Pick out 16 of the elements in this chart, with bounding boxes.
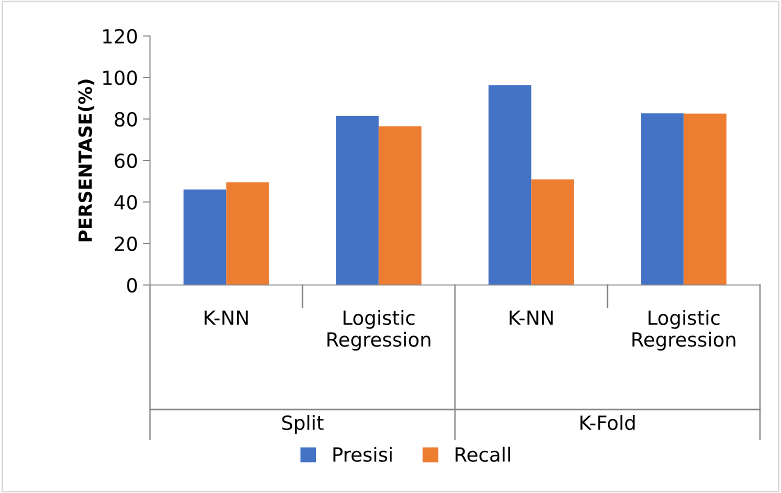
y-tick-label: 40: [114, 194, 137, 210]
y-tick-label: 80: [114, 112, 137, 127]
x-tick-label: Logistic Regression: [327, 310, 430, 351]
legend-label: Presisi: [333, 446, 392, 462]
legend-label: Recall: [456, 446, 510, 462]
text: Split: [282, 415, 324, 434]
y-tick-label: 120: [103, 28, 137, 44]
x-tick-label: K-NN: [510, 310, 553, 325]
y-tick-label: 60: [114, 153, 137, 168]
text: K-Fold: [580, 415, 635, 430]
y-tick-label: 0: [127, 278, 137, 293]
x-tick-label: K-NN: [204, 310, 248, 325]
y-axis-title: PERSENTASE(%): [78, 80, 94, 242]
y-tick-label: 100: [103, 70, 137, 86]
y-tick-label: 20: [114, 236, 137, 252]
x-tick-label: Logistic Regression: [632, 310, 736, 351]
